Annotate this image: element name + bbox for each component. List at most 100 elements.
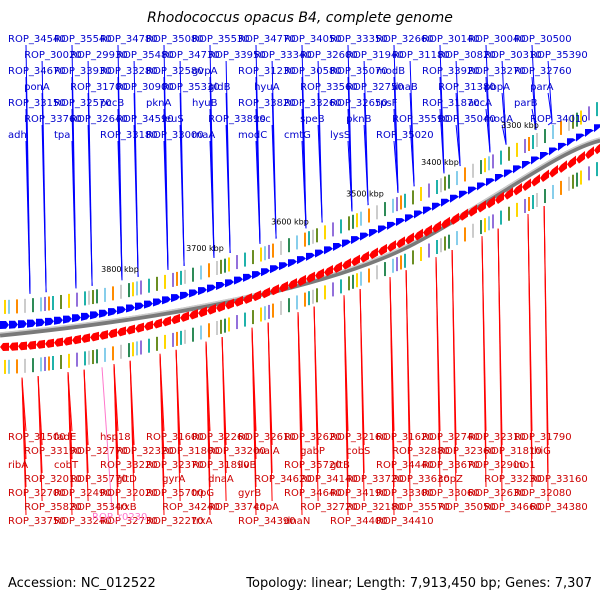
- forward-gene-label[interactable]: lysS: [330, 130, 350, 141]
- forward-gene-label[interactable]: ROP_34770: [238, 34, 296, 45]
- reverse-gene-label[interactable]: ilvB: [238, 460, 256, 471]
- forward-gene-label[interactable]: ROP_35020: [376, 130, 434, 141]
- forward-gene-label[interactable]: parA: [530, 82, 554, 93]
- reverse-gene-label[interactable]: ROP_32370: [146, 460, 204, 471]
- forward-gene-label[interactable]: ROP_32750: [346, 82, 404, 93]
- forward-gene-label[interactable]: ROP_34050: [284, 34, 342, 45]
- reverse-gene-label[interactable]: ROP_33230: [484, 474, 542, 485]
- reverse-gene-label[interactable]: ROP_34660: [484, 502, 542, 513]
- forward-gene-label[interactable]: ROP_34780: [100, 34, 158, 45]
- reverse-gene-label[interactable]: ROP_32080: [514, 488, 572, 499]
- forward-gene-label[interactable]: ROP_33760: [24, 114, 82, 125]
- reverse-gene-label[interactable]: gltB: [330, 460, 350, 471]
- forward-gene-label[interactable]: ROP_35040: [438, 114, 496, 125]
- reverse-gene-label[interactable]: maiA: [254, 446, 280, 457]
- forward-gene-label[interactable]: hyuB: [192, 98, 218, 109]
- rna-gene-label[interactable]: ROP_r0230: [92, 512, 147, 523]
- forward-gene-label[interactable]: ROP_30140: [422, 34, 480, 45]
- forward-gene-label[interactable]: ROP_30040: [468, 34, 526, 45]
- forward-gene-label[interactable]: ROP_33560: [300, 82, 358, 93]
- forward-gene-label[interactable]: ROP_33280: [100, 66, 158, 77]
- forward-gene-label[interactable]: ROP_30020: [24, 50, 82, 61]
- reverse-gene-label[interactable]: cobS: [346, 446, 370, 457]
- forward-gene-label[interactable]: ROP_31380: [438, 82, 496, 93]
- reverse-gene-label[interactable]: fadE: [54, 432, 76, 443]
- reverse-gene-label[interactable]: trxA: [192, 516, 213, 527]
- forward-gene-label[interactable]: hyuA: [254, 82, 280, 93]
- reverse-gene-label[interactable]: ROP_32310: [468, 432, 526, 443]
- forward-gene-label[interactable]: accA: [468, 98, 492, 109]
- forward-gene-label[interactable]: ROP_33350: [330, 34, 388, 45]
- forward-gene-label[interactable]: ROP_33890: [208, 114, 266, 125]
- reverse-gene-label[interactable]: ROP_31890: [192, 460, 250, 471]
- forward-gene-label[interactable]: ROP_30900: [116, 82, 174, 93]
- reverse-gene-label[interactable]: gabP: [300, 446, 325, 457]
- forward-gene-label[interactable]: ROP_33270: [468, 66, 526, 77]
- reverse-gene-label[interactable]: ROP_32320: [116, 446, 174, 457]
- reverse-gene-label[interactable]: ROP_33060: [422, 488, 480, 499]
- reverse-gene-label[interactable]: ROP_34440: [376, 460, 434, 471]
- reverse-gene-label[interactable]: ROP_35570: [392, 502, 450, 513]
- reverse-gene-label[interactable]: ROP_32160: [330, 432, 388, 443]
- reverse-gene-label[interactable]: cobT: [54, 460, 79, 471]
- forward-gene-label[interactable]: ROP_35330: [162, 82, 220, 93]
- forward-gene-label[interactable]: modA: [484, 114, 513, 125]
- reverse-gene-label[interactable]: copA: [254, 502, 279, 513]
- reverse-gene-label[interactable]: ROP_32010: [24, 474, 82, 485]
- forward-gene-label[interactable]: ROP_32760: [514, 66, 572, 77]
- reverse-gene-label[interactable]: ROP_35720: [284, 460, 342, 471]
- reverse-gene-label[interactable]: ROP_32880: [392, 446, 450, 457]
- reverse-gene-label[interactable]: copZ: [438, 474, 463, 485]
- forward-gene-label[interactable]: ROP_30310: [484, 50, 542, 61]
- forward-gene-label[interactable]: ponA: [24, 82, 50, 93]
- forward-gene-label[interactable]: modB: [376, 66, 405, 77]
- forward-gene-label[interactable]: pknB: [346, 114, 371, 125]
- forward-gene-label[interactable]: ROP_31180: [392, 50, 450, 61]
- reverse-gene-label[interactable]: ROP_35340: [70, 502, 128, 513]
- forward-gene-label[interactable]: ROP_32580: [146, 66, 204, 77]
- forward-gene-label[interactable]: leuS: [162, 114, 184, 125]
- reverse-gene-label[interactable]: ROP_33720: [346, 474, 404, 485]
- reverse-gene-label[interactable]: ROP_32270: [146, 516, 204, 527]
- forward-gene-label[interactable]: ROP_33150: [8, 98, 66, 109]
- reverse-gene-label[interactable]: ROP_33200: [208, 446, 266, 457]
- reverse-gene-label[interactable]: gyrB: [238, 488, 261, 499]
- reverse-gene-label[interactable]: ROP_34140: [300, 474, 358, 485]
- reverse-gene-label[interactable]: ROP_34380: [530, 502, 588, 513]
- reverse-gene-label[interactable]: dnaA: [208, 474, 234, 485]
- reverse-gene-label[interactable]: ROP_35700: [146, 488, 204, 499]
- forward-gene-label[interactable]: ROP_32640: [70, 114, 128, 125]
- forward-gene-label[interactable]: ROP_33260: [284, 98, 342, 109]
- reverse-gene-label[interactable]: ROP_34410: [376, 516, 434, 527]
- forward-gene-label[interactable]: ROP_32570: [54, 98, 112, 109]
- forward-gene-label[interactable]: speB: [300, 114, 325, 125]
- reverse-gene-label[interactable]: ROP_34400: [330, 516, 388, 527]
- reverse-gene-label[interactable]: ROP_32720: [300, 502, 358, 513]
- forward-gene-label[interactable]: ROP_34670: [8, 66, 66, 77]
- reverse-gene-label[interactable]: ROP_32360: [438, 446, 496, 457]
- forward-gene-label[interactable]: ROP_33180: [100, 130, 158, 141]
- forward-gene-label[interactable]: ROP_35080: [146, 34, 204, 45]
- reverse-gene-label[interactable]: trxB: [116, 502, 137, 513]
- reverse-gene-label[interactable]: thiG: [530, 446, 551, 457]
- forward-gene-label[interactable]: pbpA: [484, 82, 510, 93]
- reverse-gene-label[interactable]: ROP_32610: [238, 432, 296, 443]
- reverse-gene-label[interactable]: ribA: [8, 460, 28, 471]
- reverse-gene-label[interactable]: ROP_32180: [346, 502, 404, 513]
- forward-gene-label[interactable]: xsc: [254, 114, 271, 125]
- forward-gene-label[interactable]: ROP_35480: [116, 50, 174, 61]
- forward-gene-label[interactable]: cmtG: [284, 130, 311, 141]
- forward-gene-label[interactable]: ROP_35590: [392, 114, 450, 125]
- reverse-gene-label[interactable]: ROP_31790: [514, 432, 572, 443]
- forward-gene-label[interactable]: ROP_33000: [146, 130, 204, 141]
- forward-gene-label[interactable]: gldB: [208, 82, 230, 93]
- reverse-gene-label[interactable]: ROP_34620: [254, 474, 312, 485]
- reverse-gene-label[interactable]: ROP_35050: [438, 502, 496, 513]
- forward-gene-label[interactable]: ROP_33950: [208, 50, 266, 61]
- reverse-gene-label[interactable]: ROP_34390: [238, 516, 296, 527]
- reverse-gene-label[interactable]: ROP_33740: [208, 502, 266, 513]
- forward-gene-label[interactable]: ROP_34590: [116, 114, 174, 125]
- reverse-gene-label[interactable]: ROP_35820: [24, 502, 82, 513]
- reverse-gene-label[interactable]: gyrA: [162, 474, 185, 485]
- reverse-gene-label[interactable]: ROP_31600: [146, 432, 204, 443]
